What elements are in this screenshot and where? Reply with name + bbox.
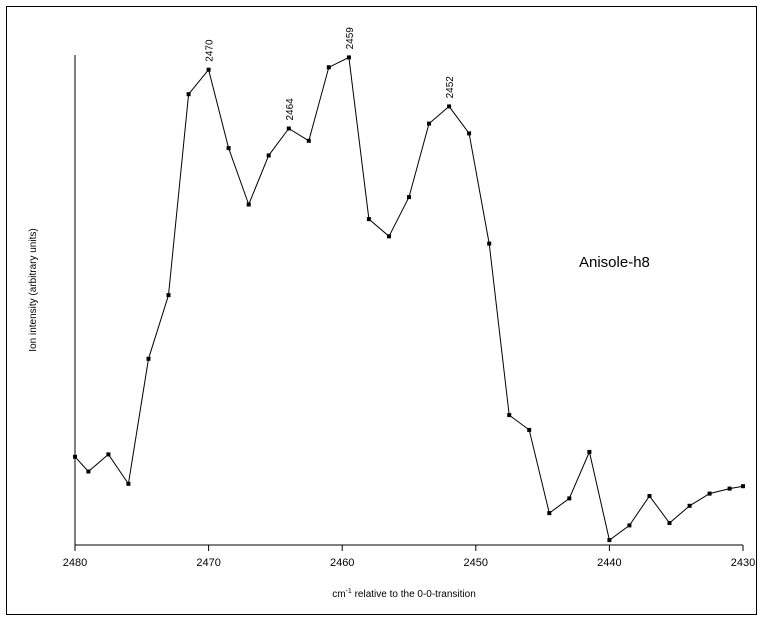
data-point <box>126 481 131 486</box>
x-tick-label: 2480 <box>63 557 87 569</box>
y-axis-label: Ion intensity (arbitrary units) <box>28 228 39 351</box>
data-point <box>487 241 492 246</box>
data-point <box>567 496 572 501</box>
data-point <box>106 452 111 457</box>
plot-area: 2480 2470 2460 2450 2440 2430 2470 2464 2459 2452 <box>63 27 755 569</box>
x-tick-label: 2470 <box>196 557 220 569</box>
peak-label: 2459 <box>345 27 356 50</box>
data-point <box>146 356 151 361</box>
data-point <box>607 538 612 543</box>
x-axis-label-text: relative to the 0-0-transition <box>352 589 476 600</box>
data-point <box>507 413 512 418</box>
data-point <box>527 427 532 432</box>
data-point <box>366 217 371 222</box>
data-point <box>447 104 452 109</box>
data-point <box>286 126 291 131</box>
data-point <box>707 491 712 496</box>
data-point <box>727 486 732 491</box>
data-point <box>387 234 391 239</box>
data-point <box>427 121 431 126</box>
data-point <box>326 65 331 70</box>
data-point <box>547 511 552 516</box>
data-point <box>741 484 745 489</box>
x-axis-label: cm-1 relative to the 0-0-transition <box>332 588 476 600</box>
data-point <box>186 92 191 97</box>
peak-label: 2470 <box>205 39 216 62</box>
x-axis-label-unit: cm <box>332 589 345 600</box>
chart-border <box>6 6 757 615</box>
data-point <box>306 138 311 143</box>
data-point <box>627 523 632 528</box>
data-point <box>73 454 77 459</box>
x-tick-label: 2450 <box>464 557 488 569</box>
data-point <box>667 521 672 525</box>
data-point <box>226 146 231 151</box>
x-axis-label-superscript: -1 <box>346 588 352 595</box>
data-point <box>587 449 592 454</box>
data-point <box>467 131 472 136</box>
chart-frame: 2480 2470 2460 2450 2440 2430 2470 2464 2459 2452… <box>6 6 757 615</box>
data-point <box>687 503 692 508</box>
data-point <box>166 293 171 298</box>
x-tick-label: 2440 <box>597 557 621 569</box>
annotation-anisole: Anisole-h8 <box>579 254 650 271</box>
x-tick-label: 2430 <box>731 557 755 569</box>
data-point <box>647 494 652 498</box>
data-point <box>206 67 211 72</box>
peak-label: 2452 <box>445 76 456 99</box>
data-point <box>346 55 351 60</box>
x-tick-label: 2460 <box>330 557 354 569</box>
data-point <box>407 195 411 200</box>
peak-label: 2464 <box>285 98 296 121</box>
data-point <box>86 469 91 474</box>
data-point <box>266 153 271 158</box>
data-point <box>246 202 251 207</box>
